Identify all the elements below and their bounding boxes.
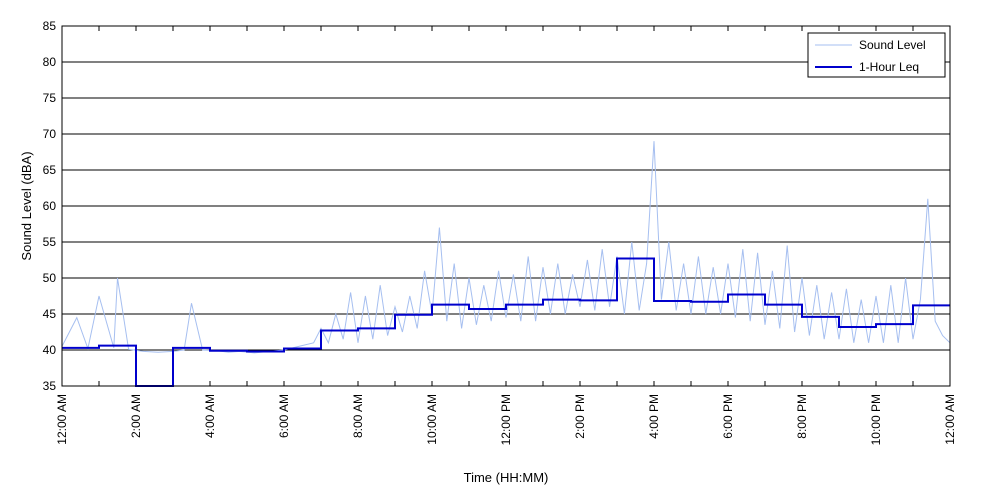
x-tick-label: 10:00 PM xyxy=(869,394,883,445)
x-tick-label: 4:00 PM xyxy=(647,394,661,439)
x-tick-label: 10:00 AM xyxy=(425,394,439,445)
x-tick-label: 6:00 AM xyxy=(277,394,291,438)
y-tick-label: 50 xyxy=(43,271,57,285)
y-tick-label: 55 xyxy=(43,235,57,249)
x-tick-label: 12:00 PM xyxy=(499,394,513,445)
legend-box xyxy=(807,32,946,78)
x-axis-title: Time (HH:MM) xyxy=(464,470,549,485)
y-tick-label: 75 xyxy=(43,91,57,105)
y-axis-title: Sound Level (dBA) xyxy=(19,151,34,260)
legend: Sound Level 1-Hour Leq xyxy=(807,32,946,78)
legend-label-1-hour-leq: 1-Hour Leq xyxy=(859,60,919,74)
y-tick-label: 40 xyxy=(43,343,57,357)
y-tick-label: 35 xyxy=(43,379,57,393)
y-tick-label: 65 xyxy=(43,163,57,177)
leq-step-line xyxy=(62,257,950,387)
x-tick-label: 12:00 AM xyxy=(943,394,957,445)
x-tick-label: 8:00 PM xyxy=(795,394,809,439)
x-tick-label: 8:00 AM xyxy=(351,394,365,438)
legend-label-sound-level: Sound Level xyxy=(859,38,926,52)
x-tick-label: 2:00 PM xyxy=(573,394,587,439)
plot-frame xyxy=(61,25,951,387)
y-tick-label: 45 xyxy=(43,307,57,321)
y-tick-label: 60 xyxy=(43,199,57,213)
x-axis-ticks: 12:00 AM 2:00 AM 4:00 AM 6:00 AM 8:00 AM 10:0… xyxy=(55,26,957,445)
x-tick-label: 2:00 AM xyxy=(129,394,143,438)
y-tick-label: 70 xyxy=(43,127,57,141)
x-tick-label: 6:00 PM xyxy=(721,394,735,439)
series-1-hour-leq xyxy=(62,257,950,387)
x-tick-label: 12:00 AM xyxy=(55,394,69,445)
y-tick-label: 80 xyxy=(43,55,57,69)
y-tick-label: 85 xyxy=(43,19,57,33)
x-tick-label: 4:00 AM xyxy=(203,394,217,438)
